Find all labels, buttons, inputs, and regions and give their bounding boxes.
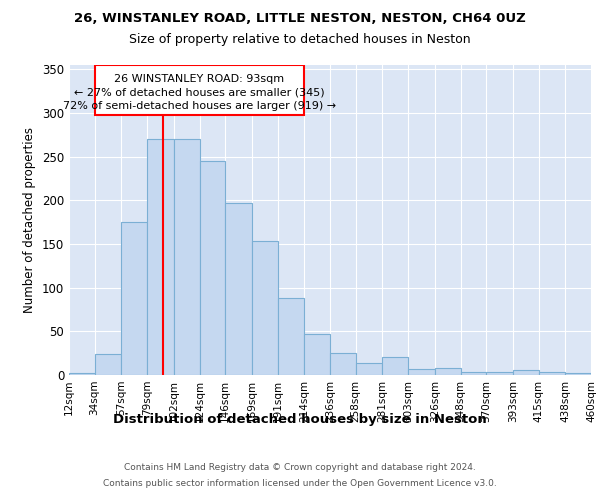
Bar xyxy=(330,353,356,375)
Bar xyxy=(513,370,539,375)
Bar xyxy=(461,372,486,375)
Bar xyxy=(147,139,174,375)
Bar xyxy=(252,242,278,375)
Bar xyxy=(95,354,121,375)
FancyBboxPatch shape xyxy=(95,65,304,115)
Y-axis label: Number of detached properties: Number of detached properties xyxy=(23,127,37,313)
Bar xyxy=(356,363,382,375)
Bar xyxy=(278,298,304,375)
Bar xyxy=(199,161,225,375)
Bar xyxy=(486,372,513,375)
Text: Contains public sector information licensed under the Open Government Licence v3: Contains public sector information licen… xyxy=(103,478,497,488)
Bar xyxy=(591,374,600,375)
Bar xyxy=(174,139,199,375)
Bar xyxy=(435,368,461,375)
Bar xyxy=(382,356,408,375)
Bar xyxy=(408,369,435,375)
Bar xyxy=(225,203,252,375)
Bar xyxy=(121,222,147,375)
Text: Distribution of detached houses by size in Neston: Distribution of detached houses by size … xyxy=(113,412,487,426)
Text: 72% of semi-detached houses are larger (919) →: 72% of semi-detached houses are larger (… xyxy=(63,101,336,111)
Text: ← 27% of detached houses are smaller (345): ← 27% of detached houses are smaller (34… xyxy=(74,88,325,98)
Bar xyxy=(565,374,591,375)
Text: 26 WINSTANLEY ROAD: 93sqm: 26 WINSTANLEY ROAD: 93sqm xyxy=(115,74,284,84)
Bar xyxy=(304,334,330,375)
Text: Contains HM Land Registry data © Crown copyright and database right 2024.: Contains HM Land Registry data © Crown c… xyxy=(124,464,476,472)
Text: Size of property relative to detached houses in Neston: Size of property relative to detached ho… xyxy=(129,32,471,46)
Text: 26, WINSTANLEY ROAD, LITTLE NESTON, NESTON, CH64 0UZ: 26, WINSTANLEY ROAD, LITTLE NESTON, NEST… xyxy=(74,12,526,26)
Bar xyxy=(69,374,95,375)
Bar xyxy=(539,372,565,375)
